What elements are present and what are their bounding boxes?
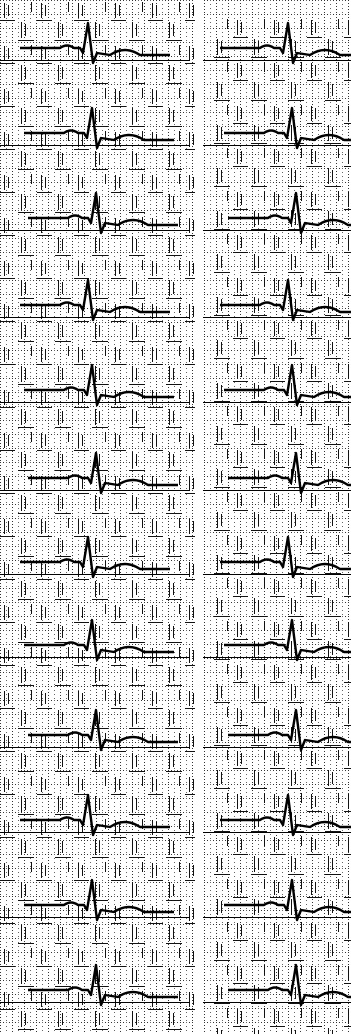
grid-noise [0, 0, 195, 1034]
page: {} (() => { const ns = 'http://www.w3.or… [0, 0, 351, 1034]
grid-noise [214, 17, 351, 1034]
ecg-image [0, 0, 351, 1034]
right-panel [200, 0, 351, 1034]
left-panel [0, 0, 195, 1034]
